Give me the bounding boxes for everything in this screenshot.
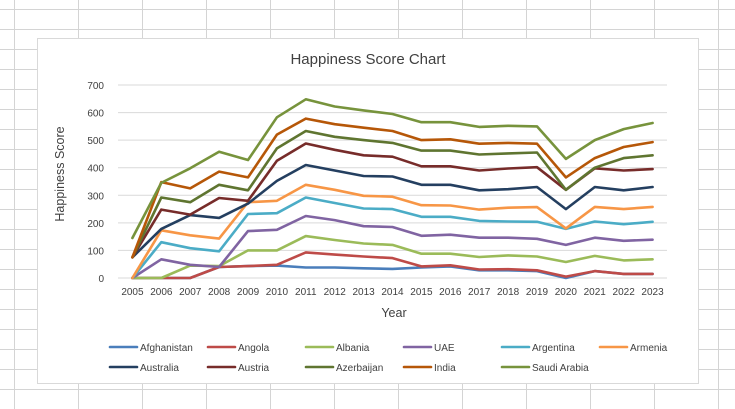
y-tick-label: 300 — [87, 191, 104, 202]
x-tick-label: 2023 — [641, 287, 664, 298]
legend-label-argentina: Argentina — [532, 343, 575, 354]
y-tick-label: 0 — [98, 274, 104, 285]
x-tick-label: 2015 — [410, 287, 433, 298]
series-line-uae — [131, 214, 654, 280]
x-tick-label: 2010 — [266, 287, 289, 298]
legend-label-azerbaijan: Azerbaijan — [336, 363, 383, 374]
x-tick-label: 2012 — [324, 287, 347, 298]
chart-title: Happiness Score Chart — [290, 51, 446, 68]
legend-label-austria: Austria — [238, 363, 270, 374]
legend-label-india: India — [434, 363, 456, 374]
x-tick-label: 2019 — [526, 287, 549, 298]
series-line-australia — [131, 163, 654, 259]
x-tick-label: 2016 — [439, 287, 462, 298]
x-axis-label: Year — [381, 306, 406, 320]
x-tick-label: 2013 — [352, 287, 375, 298]
x-tick-label: 2011 — [295, 287, 317, 298]
legend-label-afghanistan: Afghanistan — [140, 343, 193, 354]
series-lines — [131, 97, 654, 280]
x-tick-label: 2007 — [179, 287, 202, 298]
legend: Afghanistan Angola Albania UAE Argentina Arme… — [108, 343, 668, 374]
line-chart: Happiness Score Chart 0 100 200 300 400 500 60… — [53, 51, 668, 374]
x-tick-label: 2022 — [613, 287, 636, 298]
series-line-armenia — [131, 183, 654, 280]
x-tick-label: 2021 — [584, 287, 607, 298]
x-tick-label: 2006 — [150, 287, 173, 298]
legend-label-uae: UAE — [434, 343, 455, 354]
x-tick-label: 2005 — [121, 287, 144, 298]
y-tick-label: 700 — [87, 81, 104, 92]
y-tick-label: 400 — [87, 164, 104, 175]
x-tick-label: 2014 — [381, 287, 404, 298]
chart-area[interactable]: Happiness Score Chart 0 100 200 300 400 500 60… — [37, 38, 699, 384]
y-tick-label: 600 — [87, 109, 104, 120]
series-line-india — [131, 117, 654, 259]
y-tick-label: 500 — [87, 136, 104, 147]
x-tick-label: 2020 — [555, 287, 578, 298]
x-tick-label: 2009 — [237, 287, 260, 298]
x-tick-label: 2008 — [208, 287, 231, 298]
series-line-azerbaijan — [131, 129, 654, 259]
series-line-saudi-arabia — [131, 97, 654, 240]
y-tick-labels: 0 100 200 300 400 500 600 700 — [87, 81, 104, 285]
legend-label-australia: Australia — [140, 363, 179, 374]
x-tick-labels: 2005 2006 2007 2008 2009 2010 2011 2012 2013 2014… — [121, 287, 664, 298]
legend-label-saudi-arabia: Saudi Arabia — [532, 363, 589, 374]
y-tick-label: 100 — [87, 246, 104, 257]
x-tick-label: 2018 — [497, 287, 520, 298]
legend-label-albania: Albania — [336, 343, 370, 354]
gridlines — [118, 84, 667, 279]
legend-label-angola: Angola — [238, 343, 270, 354]
y-axis-label: Happiness Score — [53, 126, 67, 221]
y-tick-label: 200 — [87, 219, 104, 230]
legend-label-armenia: Armenia — [630, 343, 668, 354]
series-line-austria — [131, 142, 654, 259]
x-tick-label: 2017 — [468, 287, 491, 298]
